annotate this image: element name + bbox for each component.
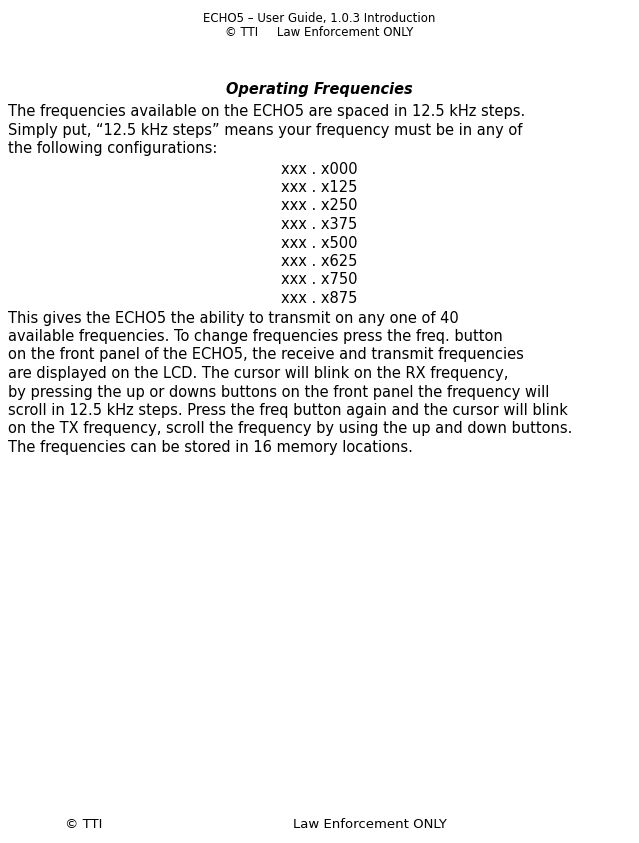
Text: on the front panel of the ECHO5, the receive and transmit frequencies: on the front panel of the ECHO5, the rec… — [8, 347, 524, 362]
Text: ECHO5 – User Guide, 1.0.3 Introduction: ECHO5 – User Guide, 1.0.3 Introduction — [203, 12, 436, 25]
Text: xxx . x750: xxx . x750 — [281, 272, 358, 287]
Text: The frequencies available on the ECHO5 are spaced in 12.5 kHz steps.: The frequencies available on the ECHO5 a… — [8, 104, 525, 119]
Text: the following configurations:: the following configurations: — [8, 141, 217, 156]
Text: xxx . x500: xxx . x500 — [281, 235, 358, 250]
Text: scroll in 12.5 kHz steps. Press the freq button again and the cursor will blink: scroll in 12.5 kHz steps. Press the freq… — [8, 403, 568, 418]
Text: xxx . x250: xxx . x250 — [281, 198, 358, 213]
Text: Law Enforcement ONLY: Law Enforcement ONLY — [293, 818, 447, 831]
Text: This gives the ECHO5 the ability to transmit on any one of 40: This gives the ECHO5 the ability to tran… — [8, 310, 459, 325]
Text: xxx . x375: xxx . x375 — [281, 217, 358, 232]
Text: © TTI     Law Enforcement ONLY: © TTI Law Enforcement ONLY — [226, 26, 413, 39]
Text: Operating Frequencies: Operating Frequencies — [226, 82, 413, 97]
Text: xxx . x000: xxx . x000 — [281, 162, 358, 176]
Text: xxx . x625: xxx . x625 — [281, 254, 358, 269]
Text: available frequencies. To change frequencies press the freq. button: available frequencies. To change frequen… — [8, 329, 503, 344]
Text: Simply put, “12.5 kHz steps” means your frequency must be in any of: Simply put, “12.5 kHz steps” means your … — [8, 122, 522, 137]
Text: xxx . x125: xxx . x125 — [281, 180, 358, 195]
Text: © TTI: © TTI — [65, 818, 102, 831]
Text: The frequencies can be stored in 16 memory locations.: The frequencies can be stored in 16 memo… — [8, 440, 413, 455]
Text: are displayed on the LCD. The cursor will blink on the RX frequency,: are displayed on the LCD. The cursor wil… — [8, 366, 509, 381]
Text: on the TX frequency, scroll the frequency by using the up and down buttons.: on the TX frequency, scroll the frequenc… — [8, 422, 573, 437]
Text: by pressing the up or downs buttons on the front panel the frequency will: by pressing the up or downs buttons on t… — [8, 384, 550, 400]
Text: xxx . x875: xxx . x875 — [281, 291, 358, 306]
